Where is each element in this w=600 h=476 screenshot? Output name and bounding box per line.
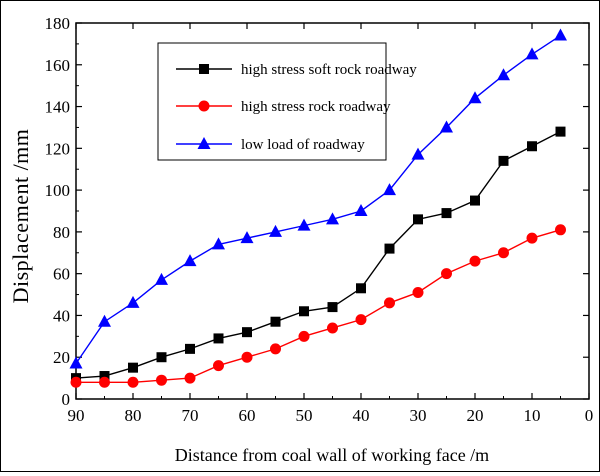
y-tick-label: 0 bbox=[62, 390, 71, 409]
x-tick-label: 90 bbox=[68, 406, 85, 425]
data-point bbox=[156, 352, 167, 363]
y-axis-label: Displacement /mm bbox=[8, 129, 33, 304]
data-point bbox=[213, 333, 224, 344]
data-point bbox=[441, 268, 452, 280]
series-1 bbox=[71, 126, 566, 384]
data-point bbox=[69, 356, 83, 369]
data-point bbox=[128, 362, 138, 373]
data-point bbox=[213, 360, 224, 372]
data-point bbox=[270, 316, 281, 327]
data-point bbox=[384, 297, 395, 309]
data-point bbox=[326, 212, 339, 225]
data-point bbox=[441, 208, 452, 219]
data-point bbox=[356, 283, 366, 294]
data-point bbox=[155, 272, 168, 285]
data-point bbox=[242, 327, 252, 338]
legend-marker bbox=[197, 137, 211, 149]
y-tick-label: 140 bbox=[45, 98, 71, 117]
data-point bbox=[126, 295, 140, 308]
data-point bbox=[468, 91, 482, 104]
x-tick-label: 40 bbox=[353, 406, 370, 425]
data-point bbox=[469, 255, 481, 267]
x-axis-label: Distance from coal wall of working face … bbox=[175, 445, 489, 465]
series-3 bbox=[69, 28, 567, 369]
data-point bbox=[555, 126, 566, 137]
legend-entry-1: high stress soft rock roadway bbox=[176, 62, 417, 78]
data-point bbox=[413, 214, 423, 225]
legend-entry-2: high stress rock roadway bbox=[176, 99, 391, 115]
series-line bbox=[75, 130, 561, 379]
data-point bbox=[411, 147, 425, 160]
legend-marker bbox=[198, 100, 210, 112]
legend: high stress soft rock roadway high stress… bbox=[157, 42, 417, 161]
x-tick-label: 80 bbox=[125, 406, 142, 425]
data-point bbox=[527, 141, 537, 152]
y-tick-label: 80 bbox=[53, 223, 70, 242]
data-point bbox=[70, 376, 82, 388]
y-tick-label: 20 bbox=[53, 348, 70, 367]
data-point bbox=[212, 237, 225, 250]
y-tick-label: 40 bbox=[53, 306, 70, 325]
y-tick-label: 160 bbox=[45, 56, 71, 75]
legend-entry-3: low load of roadway bbox=[176, 137, 365, 153]
legend-label: high stress rock roadway bbox=[241, 99, 391, 115]
x-tick-label: 0 bbox=[585, 406, 594, 425]
data-point bbox=[354, 204, 368, 216]
data-point bbox=[185, 343, 195, 354]
data-point bbox=[270, 343, 281, 355]
data-point bbox=[297, 218, 311, 231]
y-tick-label: 100 bbox=[45, 181, 71, 200]
legend-box bbox=[157, 42, 387, 161]
data-point bbox=[355, 314, 367, 326]
legend-label: high stress soft rock roadway bbox=[241, 62, 417, 78]
data-point bbox=[98, 314, 111, 327]
data-point bbox=[327, 302, 338, 313]
x-tick-label: 20 bbox=[467, 406, 484, 425]
data-point bbox=[241, 351, 253, 363]
data-point bbox=[470, 195, 480, 206]
data-point bbox=[298, 330, 310, 342]
data-point bbox=[240, 231, 254, 244]
data-point bbox=[127, 376, 139, 388]
x-tick-label: 10 bbox=[524, 406, 541, 425]
legend-label: low load of roadway bbox=[241, 137, 365, 153]
data-point bbox=[384, 243, 395, 254]
data-point bbox=[183, 254, 197, 267]
data-point bbox=[498, 247, 509, 259]
data-point bbox=[554, 28, 567, 41]
y-tick-label: 120 bbox=[45, 139, 71, 158]
x-tick-label: 70 bbox=[182, 406, 199, 425]
data-point bbox=[555, 224, 566, 236]
y-tick-label: 60 bbox=[53, 265, 70, 284]
data-point bbox=[440, 120, 453, 133]
series-2 bbox=[70, 224, 566, 388]
series-layer bbox=[69, 28, 567, 388]
x-tick-label: 30 bbox=[410, 406, 427, 425]
y-tick-label: 180 bbox=[45, 14, 71, 33]
data-point bbox=[412, 286, 424, 298]
legend-marker bbox=[199, 64, 209, 74]
data-point bbox=[99, 376, 110, 388]
data-point bbox=[383, 183, 396, 196]
data-point bbox=[498, 155, 509, 166]
data-point bbox=[99, 371, 110, 382]
x-tick-label: 50 bbox=[296, 406, 313, 425]
data-point bbox=[184, 372, 196, 384]
x-tick-label: 60 bbox=[239, 406, 256, 425]
data-point bbox=[269, 224, 282, 237]
data-point bbox=[299, 306, 309, 317]
data-point bbox=[525, 47, 539, 60]
series-line bbox=[76, 229, 561, 383]
data-point bbox=[327, 322, 338, 334]
data-point bbox=[497, 68, 510, 81]
data-point bbox=[156, 374, 167, 386]
data-point bbox=[526, 232, 538, 244]
